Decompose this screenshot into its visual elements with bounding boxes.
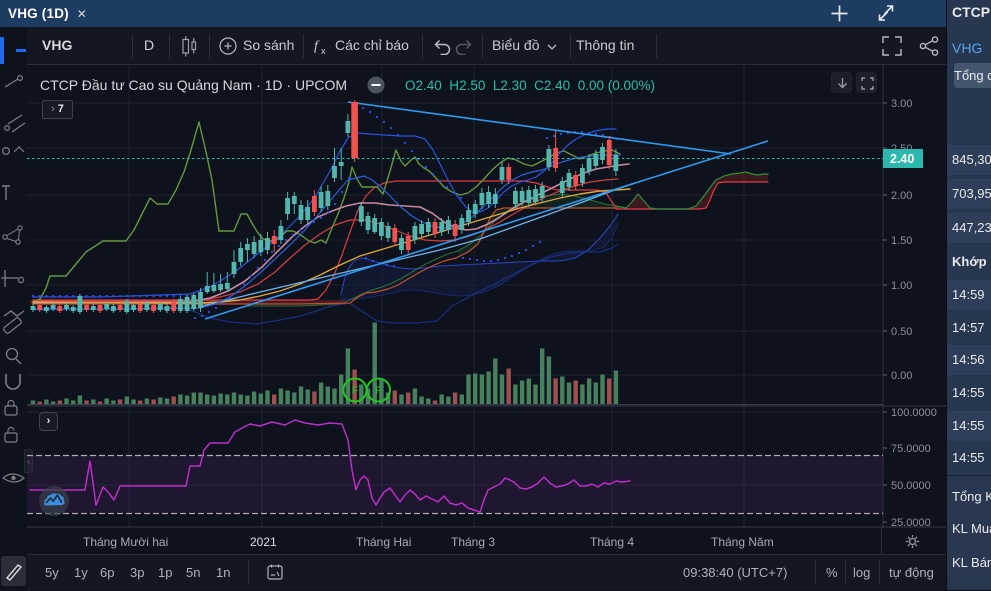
svg-text:F: F bbox=[352, 385, 359, 397]
svg-text:25.0000: 25.0000 bbox=[891, 517, 931, 528]
svg-text:3.00: 3.00 bbox=[891, 98, 912, 110]
svg-text:0.50: 0.50 bbox=[891, 326, 912, 338]
svg-text:1.00: 1.00 bbox=[891, 280, 912, 292]
svg-text:100.0000: 100.0000 bbox=[891, 407, 937, 419]
svg-text:F: F bbox=[375, 385, 382, 397]
svg-text:75.0000: 75.0000 bbox=[891, 443, 931, 455]
svg-text:0.00: 0.00 bbox=[891, 370, 912, 382]
svg-text:2.00: 2.00 bbox=[891, 190, 912, 202]
svg-text:50.0000: 50.0000 bbox=[891, 480, 931, 492]
svg-text:1.50: 1.50 bbox=[891, 235, 912, 247]
svg-text:x: x bbox=[321, 46, 326, 56]
svg-text:2.40: 2.40 bbox=[890, 152, 914, 166]
svg-text:f: f bbox=[314, 39, 320, 54]
